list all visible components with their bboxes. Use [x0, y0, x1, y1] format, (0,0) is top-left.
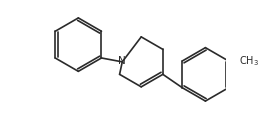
Text: N: N [117, 56, 125, 66]
Text: CH$_3$: CH$_3$ [239, 54, 259, 68]
